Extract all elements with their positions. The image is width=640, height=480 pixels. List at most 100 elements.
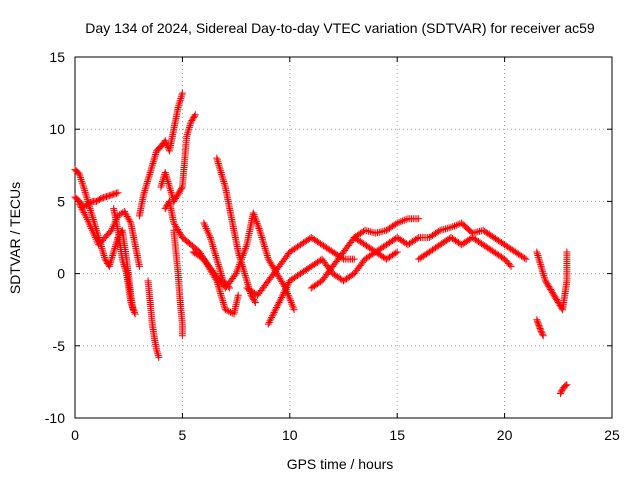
data-point: [219, 176, 227, 184]
data-point: [172, 193, 180, 201]
data-point: [275, 298, 283, 306]
data-point: [271, 307, 279, 315]
data-point: [88, 226, 96, 234]
data-point: [177, 95, 185, 103]
data-point: [234, 291, 242, 299]
data-point: [557, 388, 565, 396]
data-point: [216, 165, 224, 173]
data-point: [106, 261, 114, 269]
data-point: [177, 93, 185, 101]
data-point: [218, 273, 226, 281]
data-point: [213, 156, 221, 164]
data-point: [216, 288, 224, 296]
data-point: [241, 246, 249, 254]
data-point: [214, 159, 222, 167]
data-point: [393, 219, 401, 227]
data-point: [90, 230, 98, 238]
x-tick-label: 20: [497, 427, 513, 443]
data-point: [86, 221, 94, 229]
data-point: [176, 98, 184, 106]
data-point: [216, 266, 224, 274]
data-point: [175, 100, 183, 108]
data-point: [452, 221, 460, 229]
data-point: [158, 179, 166, 187]
data-point: [283, 282, 291, 290]
data-point: [241, 270, 249, 278]
data-point: [151, 152, 159, 160]
data-point: [549, 290, 557, 298]
data-point: [225, 307, 233, 315]
data-point: [183, 131, 191, 139]
data-point: [184, 129, 192, 137]
data-point: [162, 138, 170, 146]
data-point: [217, 270, 225, 278]
data-point: [537, 261, 545, 269]
data-point: [533, 248, 541, 256]
data-point: [507, 262, 515, 270]
data-point: [274, 300, 282, 308]
data-point: [200, 219, 208, 227]
data-point: [101, 253, 109, 261]
data-point: [207, 235, 215, 243]
data-point: [77, 176, 85, 184]
data-point: [273, 303, 281, 311]
data-point: [153, 348, 161, 356]
data-point: [251, 297, 259, 305]
data-point: [108, 255, 116, 263]
data-point: [217, 291, 225, 299]
data-point: [145, 172, 153, 180]
data-point: [266, 317, 274, 325]
data-point: [215, 264, 223, 272]
data-point: [558, 387, 566, 395]
y-tick-label: -5: [53, 338, 66, 354]
data-point: [109, 252, 117, 260]
data-point: [129, 303, 137, 311]
data-point: [88, 210, 96, 218]
data-point: [188, 117, 196, 125]
data-point: [201, 221, 209, 229]
data-point: [211, 250, 219, 258]
data-point: [547, 285, 555, 293]
data-point: [148, 161, 156, 169]
data-point: [157, 181, 165, 189]
data-point: [78, 177, 86, 185]
data-point: [237, 255, 245, 263]
data-point: [449, 223, 457, 231]
data-point: [92, 235, 100, 243]
data-point: [539, 270, 547, 278]
data-point: [152, 150, 160, 158]
data-point: [536, 323, 544, 331]
data-point: [240, 248, 248, 256]
data-point: [540, 273, 548, 281]
data-point: [243, 277, 251, 285]
data-point: [208, 239, 216, 247]
data-point: [539, 268, 547, 276]
data-point: [397, 218, 405, 226]
data-point: [287, 297, 295, 305]
data-point: [163, 174, 171, 182]
data-point: [242, 273, 250, 281]
data-point: [248, 293, 256, 301]
data-point: [537, 327, 545, 335]
data-point: [540, 271, 548, 279]
data-point: [546, 284, 554, 292]
data-point: [185, 125, 193, 133]
data-point: [176, 96, 184, 104]
data-point: [218, 295, 226, 303]
data-point: [242, 275, 250, 283]
data-point: [535, 322, 543, 330]
data-point: [131, 310, 139, 318]
data-point: [120, 262, 128, 270]
data-point: [217, 167, 225, 175]
data-point: [550, 291, 558, 299]
x-tick-label: 0: [71, 427, 79, 443]
data-point: [81, 188, 89, 196]
data-point: [286, 295, 294, 303]
data-point: [83, 215, 91, 223]
data-point: [128, 302, 136, 310]
data-point: [89, 228, 97, 236]
data-point: [171, 196, 179, 204]
data-point: [276, 297, 284, 305]
data-point: [267, 315, 275, 323]
data-point: [119, 259, 127, 267]
